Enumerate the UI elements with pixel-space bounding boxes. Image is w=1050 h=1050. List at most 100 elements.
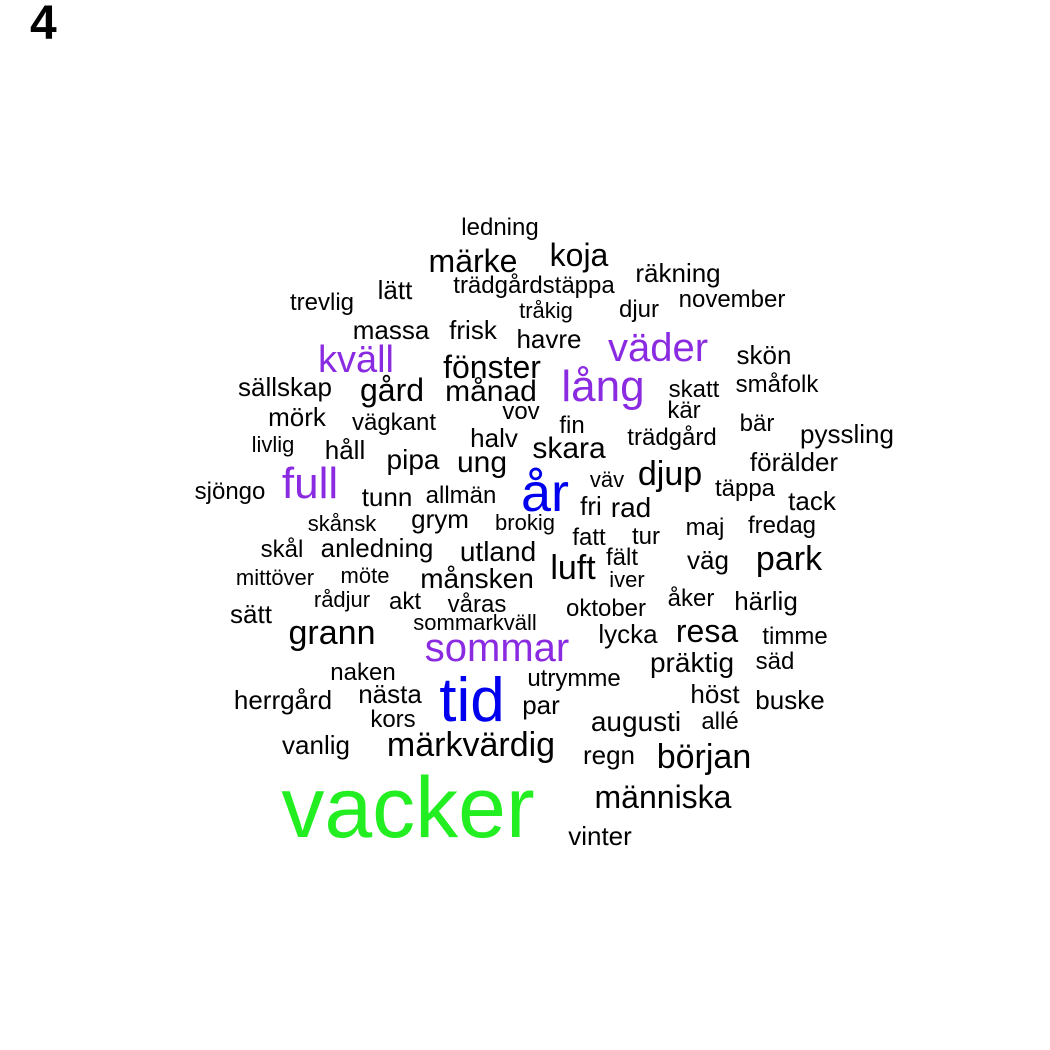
word-fri: fri xyxy=(580,491,602,521)
word-host: höst xyxy=(690,679,740,709)
word-djur: djur xyxy=(618,296,660,323)
word-november: november xyxy=(678,286,786,313)
word-skon: skön xyxy=(736,340,792,370)
word-regn: regn xyxy=(582,740,636,770)
word-tappa: täppa xyxy=(714,475,776,502)
word-sommarkvall: sommarkväll xyxy=(413,610,537,635)
word-rad: rad xyxy=(610,492,652,523)
word-mittover: mittöver xyxy=(235,565,315,590)
word-anledning: anledning xyxy=(320,533,434,563)
word-kar: kär xyxy=(667,397,701,424)
word-markvardig: märkvärdig xyxy=(386,726,556,764)
word-fonster: fönster xyxy=(443,349,541,385)
word-vov: vov xyxy=(502,398,540,425)
word-vinter: vinter xyxy=(568,821,632,851)
word-oktober: oktober xyxy=(565,595,647,622)
word-mote: möte xyxy=(340,563,390,588)
word-manniska: människa xyxy=(594,779,732,815)
word-augusti: augusti xyxy=(590,706,682,737)
word-ledning: ledning xyxy=(461,214,539,241)
word-tur: tur xyxy=(631,523,661,550)
word-kors: kors xyxy=(370,706,416,733)
word-harlig: härlig xyxy=(734,586,798,616)
word-timme: timme xyxy=(762,623,828,650)
word-smafolk: småfolk xyxy=(735,371,819,398)
word-trakig: tråkig xyxy=(519,298,573,323)
word-buske: buske xyxy=(755,685,825,715)
word-sjongo: sjöngo xyxy=(194,478,266,505)
word-akt: akt xyxy=(388,588,422,615)
word-mork: mörk xyxy=(268,402,326,432)
word-skansk: skånsk xyxy=(307,511,377,536)
word-aker: åker xyxy=(667,585,715,612)
word-satt: sätt xyxy=(230,599,272,629)
word-fredag: fredag xyxy=(747,512,817,539)
word-rakning: räkning xyxy=(635,258,721,288)
word-vacker: vacker xyxy=(281,760,535,856)
word-full: full xyxy=(281,459,339,508)
word-vav: väv xyxy=(589,467,625,492)
word-lang: lång xyxy=(561,362,645,411)
word-fatt: fatt xyxy=(572,524,606,551)
word-tack: tack xyxy=(788,486,836,516)
word-sommar: sommar xyxy=(424,626,570,670)
word-havre: havre xyxy=(516,324,582,354)
word-skara: skara xyxy=(532,432,606,465)
word-brokig: brokig xyxy=(495,510,555,535)
word-bar: bär xyxy=(739,410,775,437)
word-vanlig: vanlig xyxy=(282,730,350,760)
word-marke: märke xyxy=(428,243,518,279)
word-ar: år xyxy=(520,463,570,523)
word-foralder: förälder xyxy=(749,447,839,477)
word-djup: djup xyxy=(637,455,703,493)
word-skatt: skatt xyxy=(668,376,720,403)
word-tradgard: trädgård xyxy=(627,424,717,451)
word-praktig: präktig xyxy=(649,647,735,678)
word-par: par xyxy=(522,690,560,720)
word-livlig: livlig xyxy=(251,432,295,457)
word-resa: resa xyxy=(675,613,739,649)
word-massa: massa xyxy=(352,315,430,345)
word-varas: våras xyxy=(447,591,507,618)
word-tunn: tunn xyxy=(361,482,413,512)
word-latt: lätt xyxy=(377,275,413,305)
word-trevlig: trevlig xyxy=(289,289,355,316)
word-grann: grann xyxy=(288,614,376,652)
word-ung: ung xyxy=(456,446,508,479)
word-mansken: månsken xyxy=(420,563,534,594)
word-iver: iver xyxy=(609,567,645,592)
word-pyssling: pyssling xyxy=(800,419,894,449)
word-gard: gård xyxy=(359,372,425,408)
word-grym: grym xyxy=(411,504,469,534)
word-manad: månad xyxy=(445,375,537,408)
word-borjan: början xyxy=(656,738,752,776)
word-utland: utland xyxy=(459,536,537,567)
word-skal: skål xyxy=(260,536,304,563)
word-tradgardstappa: trädgårdstäppa xyxy=(453,272,615,299)
word-allman: allmän xyxy=(425,482,497,509)
word-kvall: kväll xyxy=(317,339,395,381)
word-maj: maj xyxy=(685,514,725,541)
word-radjur: rådjur xyxy=(313,587,371,612)
word-luft: luft xyxy=(550,549,596,587)
word-sallskap: sällskap xyxy=(238,372,332,402)
word-koja: koja xyxy=(549,237,609,273)
word-hall: håll xyxy=(324,435,366,465)
panel-label: 4 xyxy=(30,0,57,50)
word-sad: säd xyxy=(755,648,795,675)
word-naken: naken xyxy=(330,659,396,686)
word-vagkant: vägkant xyxy=(351,409,437,436)
word-frisk: frisk xyxy=(449,315,497,345)
word-herrgard: herrgård xyxy=(233,685,333,715)
word-halv: halv xyxy=(470,423,518,453)
word-pipa: pipa xyxy=(386,444,440,475)
word-park: park xyxy=(755,540,823,578)
word-falt: fält xyxy=(605,544,639,571)
word-vag: väg xyxy=(687,545,729,575)
word-vader: väder xyxy=(607,326,709,370)
word-utrymme: utrymme xyxy=(527,665,621,692)
word-lycka: lycka xyxy=(598,619,658,649)
word-fin: fin xyxy=(559,412,585,439)
word-alle: allé xyxy=(701,708,739,735)
